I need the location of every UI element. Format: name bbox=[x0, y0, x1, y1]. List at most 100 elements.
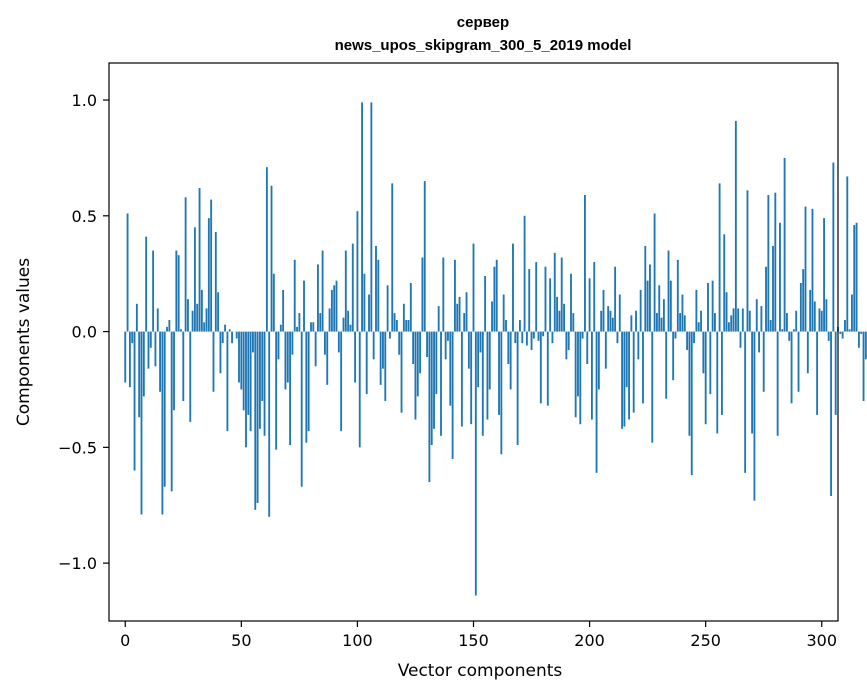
bar-229 bbox=[655, 313, 658, 332]
bar-264 bbox=[737, 308, 740, 332]
bar-49 bbox=[238, 331, 240, 383]
x-tick-label: 300 bbox=[806, 631, 837, 650]
bar-20 bbox=[170, 331, 173, 492]
bar-66 bbox=[277, 331, 280, 360]
bar-281 bbox=[776, 331, 779, 436]
bar-141 bbox=[451, 331, 454, 459]
bar-210 bbox=[611, 317, 614, 332]
bar-139 bbox=[447, 331, 449, 341]
bar-124 bbox=[412, 331, 415, 364]
y-axis-ticks: −1.0 −0.5 0.0 0.5 1.0 bbox=[58, 91, 109, 573]
bar-52 bbox=[245, 331, 247, 448]
bar-16 bbox=[161, 331, 164, 515]
bar-50 bbox=[240, 331, 243, 390]
bar-258 bbox=[723, 234, 726, 332]
bar-309 bbox=[841, 331, 844, 339]
bar-132 bbox=[430, 331, 433, 446]
bar-13 bbox=[154, 331, 157, 367]
bar-92 bbox=[337, 331, 340, 353]
bar-318 bbox=[862, 331, 865, 402]
bar-97 bbox=[349, 324, 352, 332]
bar-113 bbox=[386, 285, 389, 332]
bar-56 bbox=[254, 331, 257, 510]
bar-167 bbox=[512, 243, 514, 332]
bar-286 bbox=[788, 331, 791, 341]
bar-74 bbox=[296, 326, 298, 332]
bar-300 bbox=[820, 310, 823, 332]
bar-273 bbox=[758, 331, 760, 353]
bar-234 bbox=[667, 250, 670, 332]
bar-187 bbox=[558, 310, 561, 332]
bar-51 bbox=[242, 331, 245, 411]
bar-152 bbox=[477, 331, 480, 388]
bar-257 bbox=[720, 331, 723, 415]
bar-269 bbox=[748, 310, 751, 332]
bar-251 bbox=[707, 282, 709, 332]
bar-71 bbox=[289, 331, 292, 446]
x-axis-label: Vector components bbox=[398, 661, 563, 681]
bar-46 bbox=[231, 331, 233, 344]
bar-42 bbox=[221, 331, 224, 344]
bar-98 bbox=[351, 243, 354, 332]
bar-245 bbox=[693, 331, 695, 344]
bar-256 bbox=[718, 183, 721, 332]
bar-161 bbox=[498, 331, 500, 415]
bar-180 bbox=[542, 331, 545, 337]
bar-199 bbox=[586, 331, 589, 364]
bar-317 bbox=[860, 331, 863, 334]
bar-130 bbox=[426, 331, 428, 358]
bar-205 bbox=[600, 310, 603, 332]
bar-277 bbox=[767, 194, 770, 332]
bar-190 bbox=[565, 331, 568, 360]
bar-176 bbox=[532, 331, 535, 339]
bar-312 bbox=[848, 329, 851, 332]
bar-73 bbox=[293, 259, 296, 332]
bar-55 bbox=[252, 331, 254, 353]
bar-304 bbox=[830, 331, 832, 496]
bar-172 bbox=[523, 215, 526, 332]
bar-106 bbox=[370, 102, 373, 332]
bar-53 bbox=[247, 331, 250, 415]
bar-162 bbox=[500, 331, 503, 455]
bar-177 bbox=[535, 262, 538, 332]
bar-242 bbox=[686, 331, 689, 351]
bar-191 bbox=[567, 331, 570, 351]
bar-315 bbox=[855, 222, 858, 332]
bar-270 bbox=[751, 331, 754, 434]
bar-289 bbox=[795, 310, 798, 332]
bar-201 bbox=[590, 331, 593, 420]
bar-148 bbox=[467, 331, 470, 369]
bar-146 bbox=[463, 313, 466, 332]
bar-83 bbox=[317, 264, 319, 332]
bar-39 bbox=[214, 232, 217, 332]
bar-235 bbox=[669, 280, 672, 332]
bar-0 bbox=[124, 331, 127, 383]
bar-19 bbox=[168, 320, 171, 332]
y-axis-label: Components values bbox=[14, 258, 34, 426]
bar-126 bbox=[416, 331, 419, 397]
bar-262 bbox=[732, 308, 735, 332]
bar-179 bbox=[539, 331, 542, 404]
bar-26 bbox=[184, 197, 187, 332]
bar-316 bbox=[857, 331, 860, 348]
bar-204 bbox=[597, 331, 600, 390]
bar-202 bbox=[593, 262, 596, 332]
bar-248 bbox=[700, 310, 702, 332]
bar-306 bbox=[834, 331, 837, 415]
bar-230 bbox=[658, 285, 661, 332]
bar-94 bbox=[342, 317, 345, 332]
bar-112 bbox=[384, 331, 387, 402]
bar-216 bbox=[625, 331, 628, 388]
bar-109 bbox=[377, 259, 380, 332]
bar-90 bbox=[333, 285, 336, 332]
y-tick-label: −1.0 bbox=[58, 554, 97, 573]
bar-79 bbox=[307, 331, 310, 432]
x-tick-label: 200 bbox=[574, 631, 605, 650]
bar-238 bbox=[676, 259, 679, 332]
y-tick-label: 0.5 bbox=[72, 207, 97, 226]
bar-35 bbox=[205, 308, 208, 332]
bar-266 bbox=[741, 308, 744, 332]
bar-136 bbox=[440, 331, 442, 436]
bar-213 bbox=[618, 294, 621, 332]
bar-198 bbox=[584, 194, 586, 332]
